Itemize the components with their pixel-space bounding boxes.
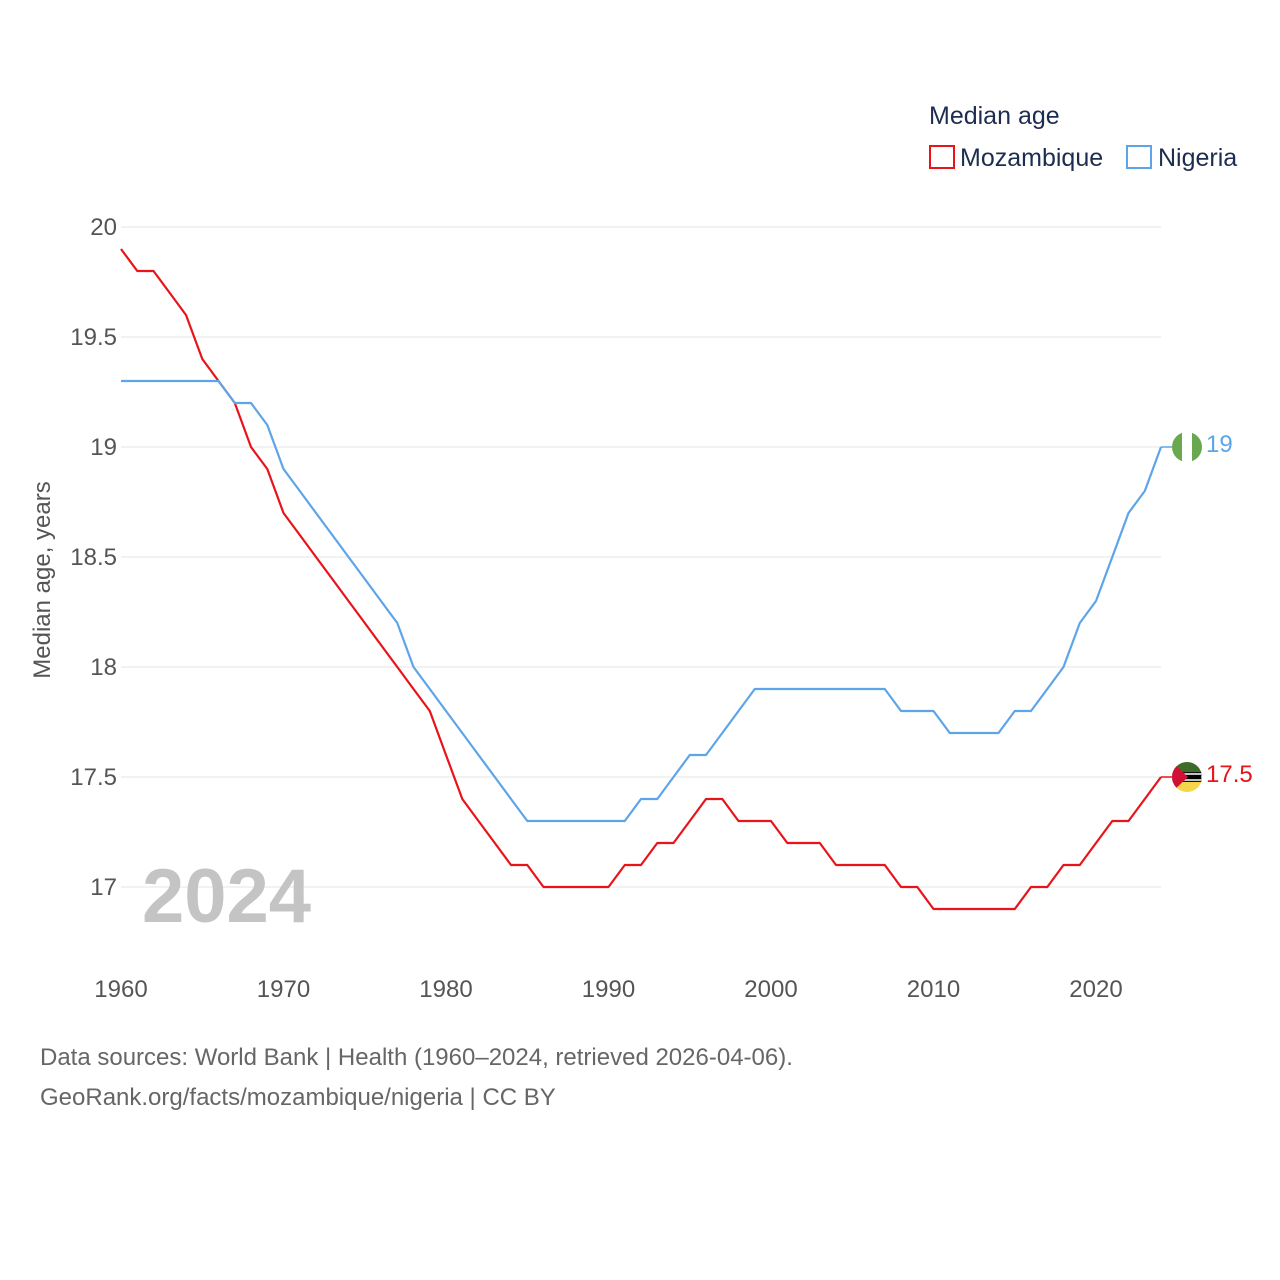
y-tick-label: 20	[90, 214, 117, 241]
source-line-2: GeoRank.org/facts/mozambique/nigeria | C…	[40, 1084, 556, 1111]
legend-item-mozambique[interactable]: Mozambique	[929, 144, 1103, 172]
series-line-mozambique[interactable]	[120, 248, 1162, 911]
series-layer	[120, 248, 1163, 911]
legend-swatch-mozambique	[929, 145, 955, 169]
gridlines	[121, 226, 1161, 888]
end-value-label-nigeria: 19	[1206, 431, 1233, 458]
y-tick-label: 19	[90, 434, 117, 461]
legend: Median age Mozambique Nigeria	[929, 102, 1237, 172]
y-tick-label: 19.5	[70, 324, 117, 351]
legend-item-nigeria[interactable]: Nigeria	[1126, 144, 1237, 172]
x-axis: 1960 1970 1980 1990 2000 2010 2020	[94, 976, 1122, 1003]
x-tick-label: 2000	[744, 976, 797, 1003]
x-tick-label: 2020	[1069, 976, 1122, 1003]
legend-swatch-nigeria	[1126, 145, 1152, 169]
y-tick-label: 18	[90, 654, 117, 681]
x-tick-label: 1990	[582, 976, 635, 1003]
nigeria-flag-icon	[1172, 432, 1202, 462]
year-overlay: 2024	[142, 854, 311, 939]
legend-label-mozambique: Mozambique	[960, 144, 1103, 172]
legend-label-nigeria: Nigeria	[1158, 144, 1237, 172]
x-tick-label: 1980	[419, 976, 472, 1003]
series-line-nigeria[interactable]	[121, 379, 1163, 823]
y-axis-title: Median age, years	[29, 481, 56, 678]
y-tick-label: 17	[90, 874, 117, 901]
end-labels: 17.5 19	[1161, 431, 1253, 788]
end-value-label-mozambique: 17.5	[1206, 761, 1253, 788]
line-chart: 17 17.5 18 18.5 19 19.5 20 1960 1970 1980 1990 200…	[29, 102, 1253, 1003]
legend-title: Median age	[929, 102, 1060, 130]
x-tick-label: 2010	[907, 976, 960, 1003]
y-tick-label: 17.5	[70, 764, 117, 791]
mozambique-flag-icon	[1172, 762, 1202, 792]
y-tick-label: 18.5	[70, 544, 117, 571]
y-axis: 17 17.5 18 18.5 19 19.5 20	[70, 214, 117, 901]
source-line-1: Data sources: World Bank | Health (1960–…	[40, 1044, 793, 1071]
x-tick-label: 1960	[94, 976, 147, 1003]
x-tick-label: 1970	[257, 976, 310, 1003]
